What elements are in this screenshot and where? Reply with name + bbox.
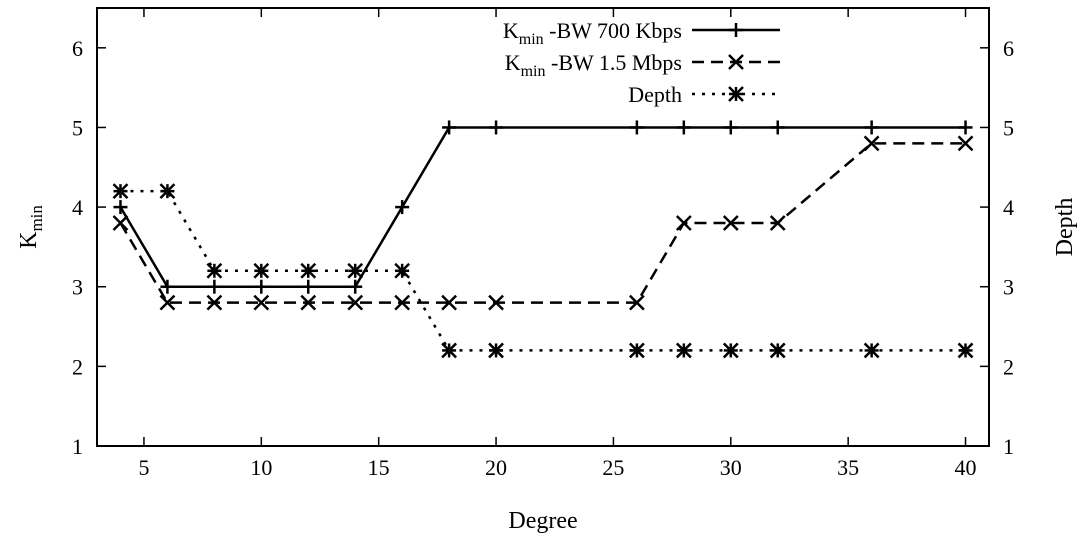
y-tick-label: 4: [72, 195, 83, 220]
x-tick-label: 5: [138, 455, 149, 480]
x-tick-label: 25: [602, 455, 624, 480]
series-1-point: [160, 279, 175, 294]
series-1-point: [395, 200, 410, 215]
series-2-point: [629, 294, 645, 311]
legend-label-3: Depth: [628, 82, 682, 107]
series-2-point: [394, 294, 411, 311]
series-3-point: [769, 342, 786, 359]
series-3-point: [863, 342, 880, 359]
series-line-2: [119, 142, 966, 304]
x-tick-label: 30: [720, 455, 742, 480]
y-axis-label-base: K: [16, 231, 42, 249]
series-1-point: [207, 279, 222, 294]
series-2-point: [488, 294, 504, 311]
series-2-point: [206, 294, 223, 311]
y-tick-label: 5: [72, 115, 83, 140]
series-3-point: [206, 262, 223, 279]
x-tick-label: 10: [250, 455, 272, 480]
y-axis-label-sub: min: [27, 205, 46, 232]
y-tick-label: 1: [72, 434, 83, 459]
series-2-point: [347, 294, 364, 311]
series-2-point: [863, 135, 880, 152]
series-3-point: [629, 342, 645, 359]
series-3-point: [394, 262, 411, 279]
series-line-1: [119, 126, 966, 288]
y2-tick-label: 6: [1003, 36, 1014, 61]
series-2-point: [159, 294, 176, 311]
series-1-point: [676, 120, 691, 135]
series-3-point: [300, 262, 317, 279]
series-2-point: [957, 135, 974, 152]
x-tick-label: 15: [368, 455, 390, 480]
series-2-point: [112, 215, 129, 231]
series-2-point: [253, 294, 270, 311]
y-axis-label: Kmin: [16, 205, 46, 249]
y-tick-label: 3: [72, 275, 83, 300]
series-1-point: [864, 120, 879, 135]
series-3-point: [722, 342, 739, 359]
series-2-point: [300, 294, 317, 311]
series-2-point: [675, 215, 692, 231]
legend-marker-3: [728, 86, 744, 102]
series-3-point: [347, 262, 364, 279]
x-tick-label: 35: [837, 455, 859, 480]
series-1-point: [442, 120, 457, 135]
series-3-point: [253, 262, 270, 279]
series-1-point: [770, 120, 785, 135]
y2-tick-label: 4: [1003, 195, 1014, 220]
y2-tick-label: 2: [1003, 354, 1014, 379]
series-2-point: [769, 215, 786, 231]
series-2-point: [722, 215, 739, 231]
series-1-point: [254, 279, 269, 294]
series-3-point: [112, 183, 129, 200]
y-tick-label: 6: [72, 36, 83, 61]
series-3-point: [675, 342, 692, 359]
legend-marker-1: [729, 23, 743, 37]
x-tick-label: 20: [485, 455, 507, 480]
series-3-point: [957, 342, 974, 359]
series-1-point: [629, 120, 644, 135]
series-1-point: [958, 120, 973, 135]
series-1-point: [301, 279, 316, 294]
y2-axis-label: Depth: [1052, 198, 1078, 257]
legend-marker-2: [728, 54, 744, 70]
series-3-point: [441, 342, 457, 359]
series-1-point: [723, 120, 738, 135]
series-3-point: [159, 183, 176, 200]
y2-tick-label: 3: [1003, 275, 1014, 300]
legend-label-2: Kmin -BW 1.5 Mbps: [505, 50, 682, 80]
chart-axes: 5 10 15 20 25 30 35 40 1 2 3 4 5 6 1 2 3 4 5 6: [72, 8, 1014, 480]
series-1-point: [489, 120, 504, 135]
series-1-point: [348, 279, 363, 294]
chart-marks: [112, 120, 974, 359]
plot-frame: [96, 7, 990, 447]
y2-tick-label: 1: [1003, 434, 1014, 459]
x-axis-label: Degree: [508, 508, 577, 534]
series-1-point: [113, 200, 128, 215]
x-tick-label: 40: [955, 455, 977, 480]
series-2-point: [441, 294, 457, 311]
y2-tick-label: 5: [1003, 115, 1014, 140]
legend-label-1: Kmin -BW 700 Kbps: [503, 18, 682, 48]
y-tick-label: 2: [72, 354, 83, 379]
series-line-3: [120, 189, 966, 352]
series-3-point: [488, 342, 504, 359]
